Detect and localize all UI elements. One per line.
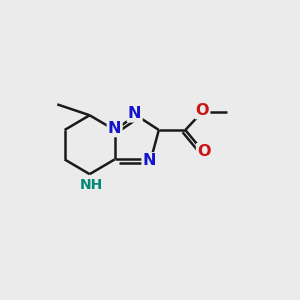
Text: N: N (128, 106, 141, 121)
Text: N: N (143, 153, 156, 168)
Text: NH: NH (80, 178, 103, 192)
Text: N: N (108, 121, 122, 136)
Text: O: O (197, 144, 211, 159)
Text: O: O (196, 103, 209, 118)
